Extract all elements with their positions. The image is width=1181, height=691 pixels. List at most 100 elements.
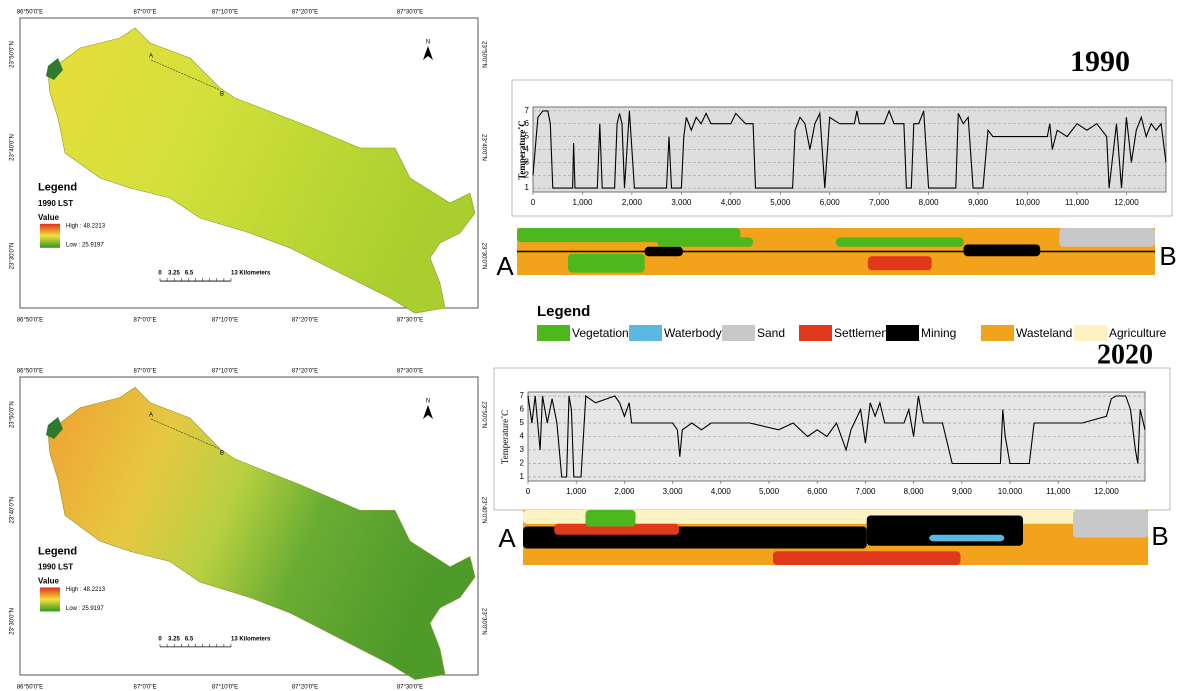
landuse-patch	[929, 535, 1004, 542]
x-tick-label: 3,000	[671, 198, 692, 207]
x-tick-label: 5,000	[770, 198, 791, 207]
legend-low: Low : 25.9197	[66, 242, 104, 248]
lat-label: 23°30'0"N	[480, 243, 486, 270]
transect-end: B	[1159, 241, 1176, 271]
lat-label: 23°30'0"N	[480, 608, 486, 635]
transect-end: B	[1151, 521, 1168, 551]
chart-title: 1990	[1070, 45, 1130, 78]
point-a: A	[149, 54, 153, 60]
y-tick-label: 6	[525, 119, 530, 128]
lat-label: 23°50'0"N	[10, 41, 16, 68]
y-tick-label: 5	[525, 132, 530, 141]
lat-label: 23°40'0"N	[480, 134, 486, 161]
legend-label: Mining	[921, 326, 956, 340]
y-tick-label: 3	[525, 157, 530, 166]
lon-label: 87°0'0"E	[133, 318, 156, 324]
map-panel: 86°50'0"E 86°50'0"E 87°0'0"E 87°0'0"E 87°10'…	[10, 369, 487, 691]
x-tick-label: 3,000	[663, 487, 684, 496]
lon-label: 87°20'0"E	[292, 685, 318, 691]
landuse-patch	[773, 551, 961, 565]
lon-label: 86°50'0"E	[17, 369, 43, 375]
legend-title: Legend	[38, 545, 77, 557]
lat-label: 23°30'0"N	[10, 243, 16, 270]
point-b: B	[220, 92, 224, 98]
legend-swatch	[886, 325, 919, 341]
lon-label: 87°0'0"E	[133, 685, 156, 691]
y-tick-label: 2	[525, 170, 530, 179]
legend-swatch	[722, 325, 755, 341]
lon-label: 87°20'0"E	[292, 318, 318, 324]
y-tick-label: 1	[520, 472, 525, 481]
legend-label: Sand	[757, 326, 785, 340]
x-tick-label: 6,000	[820, 198, 841, 207]
lon-label: 87°0'0"E	[133, 10, 156, 16]
lat-label: 23°50'0"N	[480, 41, 486, 68]
lon-label: 86°50'0"E	[17, 685, 43, 691]
lon-label: 87°10'0"E	[212, 685, 238, 691]
lon-label: 87°30'0"E	[397, 685, 423, 691]
legend-swatch	[537, 325, 570, 341]
lon-label: 87°10'0"E	[212, 369, 238, 375]
landuse-patch	[568, 254, 645, 273]
landuse-patch	[1059, 228, 1155, 247]
landuse-patch	[1073, 510, 1148, 538]
legend-label: Settlement	[834, 326, 892, 340]
x-tick-label: 12,000	[1114, 198, 1139, 207]
lon-label: 87°10'0"E	[212, 10, 238, 16]
x-tick-label: 11,000	[1065, 198, 1089, 207]
landuse-patch	[964, 244, 1041, 256]
lat-label: 23°40'0"N	[10, 134, 16, 161]
legend-label: Vegetation	[572, 326, 629, 340]
scale-label: 13 Kilometers	[231, 636, 271, 642]
legend-value: Value	[38, 213, 59, 222]
y-tick-label: 6	[520, 405, 525, 414]
legend-swatch	[799, 325, 832, 341]
lon-label: 87°20'0"E	[292, 369, 318, 375]
y-tick-label: 7	[520, 391, 525, 400]
transect-start: A	[498, 523, 516, 553]
x-tick-label: 7,000	[855, 487, 876, 496]
x-tick-label: 12,000	[1094, 487, 1119, 496]
x-tick-label: 2,000	[622, 198, 643, 207]
x-tick-label: 2,000	[614, 487, 635, 496]
scale-label: 13 Kilometers	[231, 271, 271, 277]
y-tick-label: 1	[525, 183, 530, 192]
x-tick-label: 4,000	[721, 198, 742, 207]
point-b: B	[220, 451, 224, 457]
legend-label: Waterbody	[664, 326, 722, 340]
transect-start: A	[496, 251, 514, 281]
y-tick-label: 3	[520, 445, 525, 454]
x-tick-label: 11,000	[1046, 487, 1070, 496]
x-tick-label: 6,000	[807, 487, 828, 496]
x-tick-label: 7,000	[869, 198, 890, 207]
north-label: N	[426, 399, 430, 405]
x-tick-label: 4,000	[711, 487, 732, 496]
x-tick-label: 1,000	[566, 487, 587, 496]
legend-ramp	[40, 587, 60, 611]
legend-swatch	[629, 325, 662, 341]
legend-layer: 1990 LST	[38, 563, 73, 572]
lat-label: 23°40'0"N	[480, 497, 486, 524]
scale-label: 6.5	[185, 271, 194, 277]
lat-label: 23°50'0"N	[10, 401, 16, 428]
lon-label: 87°30'0"E	[397, 369, 423, 375]
lon-label: 87°0'0"E	[133, 369, 156, 375]
chart-title: 2020	[1097, 339, 1153, 370]
y-tick-label: 2	[520, 459, 525, 468]
landuse-patch	[586, 510, 636, 527]
map-panel: 86°50'0"E86°50'0"E87°0'0"E87°0'0"E87°10'…	[10, 10, 487, 324]
legend-label: Agriculture	[1109, 326, 1167, 340]
x-tick-label: 5,000	[759, 487, 780, 496]
legend-high: High : 48.2213	[66, 587, 106, 593]
y-tick-label: 4	[525, 145, 530, 154]
lon-label: 87°30'0"E	[397, 10, 423, 16]
lon-label: 86°50'0"E	[17, 318, 43, 324]
lon-label: 87°10'0"E	[212, 318, 238, 324]
scale-label: 3.25	[168, 271, 180, 277]
north-label: N	[426, 40, 430, 46]
legend-swatch	[1074, 325, 1107, 341]
scale-label: 3.25	[168, 636, 180, 642]
legend-low: Low : 25.9197	[66, 606, 104, 612]
lat-label: 23°50'0"N	[480, 401, 486, 428]
figure: 86°50'0"E 86°50'0"E 87°0'0"E 87°0'0"E 87°10'…	[0, 0, 1181, 691]
